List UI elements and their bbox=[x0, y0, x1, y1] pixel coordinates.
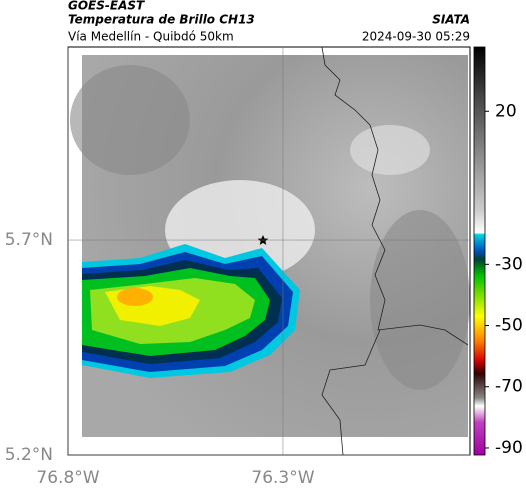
map-image bbox=[70, 46, 470, 456]
agency: SIATA bbox=[432, 13, 470, 27]
x-tick-label: 76.3°W bbox=[251, 468, 314, 488]
product: Temperatura de Brillo CH13 bbox=[68, 13, 255, 27]
y-tick-label: 5.7°N bbox=[5, 230, 53, 250]
colorbar-tick-label: -50 bbox=[495, 316, 523, 336]
colorbar bbox=[473, 46, 486, 456]
timestamp: 2024-09-30 05:29 bbox=[362, 30, 470, 44]
source: GOES-EAST bbox=[68, 0, 145, 13]
route: Vía Medellín - Quibdó 50km bbox=[68, 30, 234, 44]
colorbar-tick-label: -70 bbox=[495, 377, 523, 397]
colorbar-tick-label: -90 bbox=[495, 438, 523, 458]
x-tick-label: 76.8°W bbox=[36, 468, 99, 488]
y-tick-label: 5.2°N bbox=[5, 445, 53, 465]
colorbar-tick-label: -30 bbox=[495, 254, 523, 274]
colorbar-tick-label: 20 bbox=[495, 101, 517, 121]
